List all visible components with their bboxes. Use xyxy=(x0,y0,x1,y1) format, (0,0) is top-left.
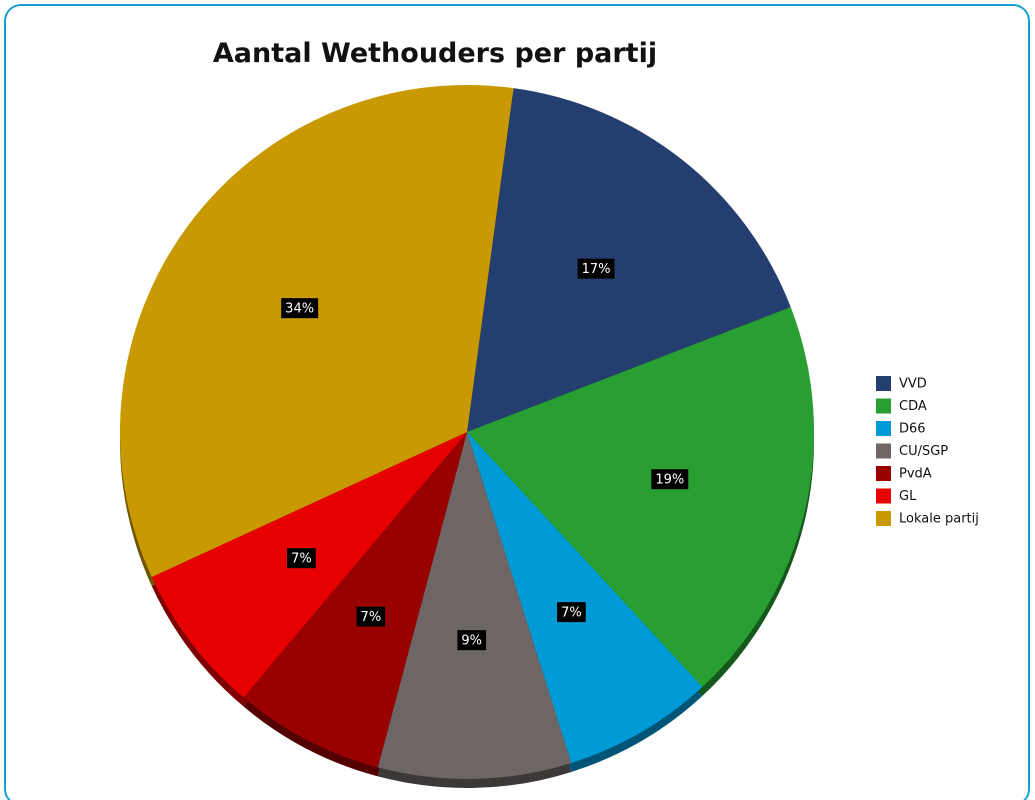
legend-label: CU/SGP xyxy=(899,444,948,459)
legend-label: PvdA xyxy=(899,467,932,482)
slice xyxy=(120,85,514,577)
slice xyxy=(467,88,791,432)
legend-swatch xyxy=(876,376,891,391)
value-label-bg xyxy=(356,606,386,627)
legend-label: GL xyxy=(899,489,917,504)
legend-swatch xyxy=(876,488,891,504)
value-label-bg xyxy=(281,298,319,319)
value-label: 34% xyxy=(285,302,314,317)
legend-swatch xyxy=(876,398,891,414)
legend-swatch xyxy=(876,443,891,459)
value-label-bg xyxy=(577,258,615,279)
legend-label: Lokale partij xyxy=(899,512,979,527)
value-label: 7% xyxy=(291,552,312,567)
value-label-bg xyxy=(557,602,586,623)
legend-label: D66 xyxy=(899,422,926,437)
legend: VVD CDA D66 CU/SGP PvdA GL Lokale partij xyxy=(876,376,979,527)
legend-swatch xyxy=(876,511,891,526)
value-label-bg xyxy=(457,630,487,651)
legend-label: CDA xyxy=(899,399,927,414)
legend-swatch xyxy=(876,421,891,436)
value-labels: 17% 19% 7% 9% 7% 7% 34% xyxy=(281,258,689,651)
value-label-bg xyxy=(287,548,316,569)
value-label: 7% xyxy=(561,606,582,621)
value-label: 9% xyxy=(461,634,482,649)
value-label: 7% xyxy=(361,610,382,625)
pie xyxy=(120,85,814,779)
value-label-bg xyxy=(651,469,689,490)
slice xyxy=(467,432,703,763)
slice xyxy=(243,432,467,768)
legend-label: VVD xyxy=(899,377,927,392)
legend-swatch xyxy=(876,466,891,481)
value-label: 17% xyxy=(582,262,611,277)
chart-title: Aantal Wethouders per partij xyxy=(213,38,657,69)
slice xyxy=(377,432,572,779)
slice xyxy=(467,307,814,688)
value-label: 19% xyxy=(655,473,684,488)
